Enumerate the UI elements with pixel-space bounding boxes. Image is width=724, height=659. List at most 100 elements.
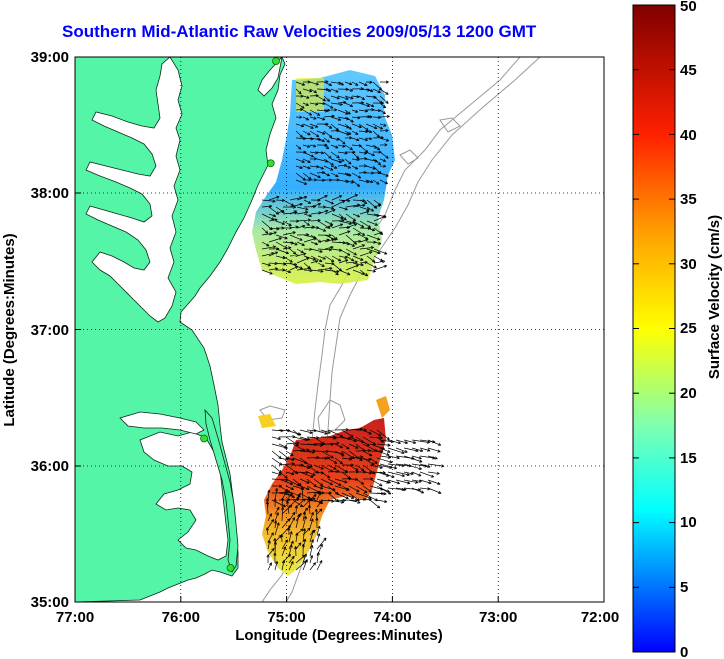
velocity-arrow xyxy=(379,80,389,84)
velocity-arrow xyxy=(345,260,358,264)
lon-tick: 76:00 xyxy=(162,609,200,626)
velocity-arrow xyxy=(317,209,329,215)
velocity-arrow xyxy=(296,257,310,264)
velocity-arrow xyxy=(310,269,324,273)
velocity-arrow xyxy=(379,471,395,478)
velocity-arrow xyxy=(351,123,362,129)
velocity-arrow xyxy=(337,144,346,148)
velocity-arrow xyxy=(261,199,276,203)
velocity-arrow xyxy=(273,552,277,564)
velocity-arrow xyxy=(403,479,419,484)
velocity-arrow xyxy=(395,447,408,453)
velocity-arrow xyxy=(379,95,389,104)
velocity-arrow xyxy=(271,499,286,508)
velocity-arrow xyxy=(323,130,333,138)
velocity-arrow xyxy=(362,477,374,481)
velocity-arrow xyxy=(344,95,354,100)
velocity-arrow xyxy=(267,548,275,557)
velocity-arrow xyxy=(411,487,425,494)
station-marker xyxy=(226,564,235,572)
velocity-arrow xyxy=(372,130,380,138)
velocity-arrow xyxy=(345,220,356,225)
velocity-arrow xyxy=(271,471,282,476)
albemarle-sound xyxy=(119,411,205,435)
velocity-arrow xyxy=(366,262,377,269)
velocity-arrow xyxy=(403,439,417,444)
velocity-arrow xyxy=(299,471,314,478)
velocity-arrow xyxy=(317,262,325,267)
velocity-arrow xyxy=(309,151,319,155)
velocity-arrow xyxy=(267,513,272,522)
velocity-arrow xyxy=(355,478,365,485)
velocity-arrow xyxy=(344,144,353,151)
velocity-arrow xyxy=(295,130,303,138)
velocity-arrow xyxy=(268,267,279,271)
velocity-arrow xyxy=(327,441,340,445)
velocity-arrow xyxy=(323,123,333,129)
tick-marks xyxy=(75,192,499,602)
velocity-arrow xyxy=(309,144,317,148)
velocity-arrow xyxy=(376,492,387,496)
station-marker xyxy=(272,57,280,65)
velocity-arrow xyxy=(362,450,373,457)
velocity-arrow xyxy=(387,439,401,445)
velocity-arrow xyxy=(285,441,300,445)
velocity-arrow xyxy=(338,248,351,256)
lon-tick: 73:00 xyxy=(479,609,517,626)
velocity-arrow xyxy=(427,455,438,460)
velocity-arrow xyxy=(330,116,342,121)
velocity-arrow xyxy=(316,500,323,508)
colorbar-tick-marks xyxy=(633,4,675,653)
velocity-arrow xyxy=(379,129,389,133)
chesapeake-bay xyxy=(85,57,183,323)
velocity-arrow xyxy=(338,199,351,203)
velocity-arrow xyxy=(310,241,319,246)
velocity-arrow xyxy=(288,544,293,557)
velocity-arrow xyxy=(376,499,388,504)
velocity-arrow xyxy=(317,248,332,252)
velocity-arrow xyxy=(373,264,388,271)
velocity-arrow xyxy=(376,485,392,495)
station-marker xyxy=(266,159,275,168)
isolated-field-patch xyxy=(258,414,276,428)
velocity-arrow xyxy=(268,231,277,236)
velocity-arrow xyxy=(285,471,295,476)
velocity-arrow xyxy=(310,248,323,253)
velocity-arrow xyxy=(281,546,287,557)
velocity-arrow xyxy=(355,457,372,462)
velocity-arrow xyxy=(281,506,285,522)
velocity-arrow xyxy=(309,123,319,128)
velocity-arrow xyxy=(395,487,407,491)
velocity-arrow xyxy=(365,115,373,119)
velocity-arrow xyxy=(331,255,342,262)
velocity-arrow xyxy=(295,115,303,119)
velocity-arrow xyxy=(309,157,318,161)
velocity-arrow xyxy=(274,506,280,515)
velocity-arrow xyxy=(295,514,301,529)
barrier-island-outer-banks xyxy=(204,408,239,573)
lat-tick: 38:00 xyxy=(31,185,69,202)
velocity-arrow xyxy=(295,108,304,112)
velocity-arrow xyxy=(395,439,408,445)
velocity-arrow xyxy=(281,559,286,571)
velocity-arrow xyxy=(309,102,319,106)
velocity-arrow xyxy=(285,492,295,499)
velocity-arrow xyxy=(373,260,386,264)
velocity-arrow xyxy=(365,130,373,134)
velocity-arrow xyxy=(337,95,349,100)
velocity-arrow xyxy=(334,450,345,457)
velocity-arrow xyxy=(294,546,298,557)
velocity-arrow xyxy=(337,158,345,162)
velocity-arrow xyxy=(287,490,291,501)
velocity-arrow xyxy=(345,194,358,201)
velocity-arrow xyxy=(267,489,271,501)
velocity-arrow xyxy=(330,151,340,159)
velocity-arrow xyxy=(344,158,352,165)
velocity-arrow xyxy=(271,436,281,441)
velocity-arrow xyxy=(330,137,340,141)
velocity-arrow xyxy=(395,471,410,477)
velocity-arrow xyxy=(295,158,305,163)
velocity-arrow xyxy=(278,478,294,485)
velocity-arrow xyxy=(359,251,373,257)
velocity-arrow xyxy=(351,179,360,187)
